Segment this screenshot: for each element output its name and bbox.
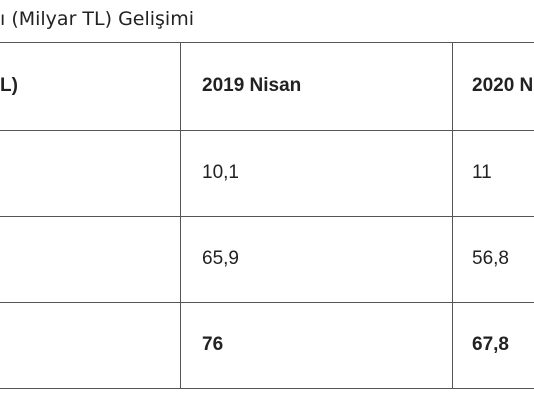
column-header: L) — [0, 75, 18, 96]
table-cell: 10,1 — [202, 162, 239, 183]
column-header: 2019 Nisan — [202, 75, 302, 96]
column-border — [452, 42, 453, 388]
table-cell: 67,8 — [472, 334, 509, 355]
table-cell: 65,9 — [202, 248, 239, 269]
row-border — [0, 302, 534, 303]
row-border — [0, 216, 534, 217]
column-header: 2020 N — [472, 75, 534, 96]
row-border — [0, 130, 534, 131]
table-title: ı (Milyar TL) Gelişimi — [0, 8, 194, 30]
column-border — [180, 42, 181, 388]
table-border — [0, 388, 534, 389]
table-border — [0, 42, 534, 43]
table-cell: 76 — [202, 334, 224, 355]
table-cell: 11 — [472, 162, 492, 183]
table-cell: 56,8 — [472, 248, 509, 269]
